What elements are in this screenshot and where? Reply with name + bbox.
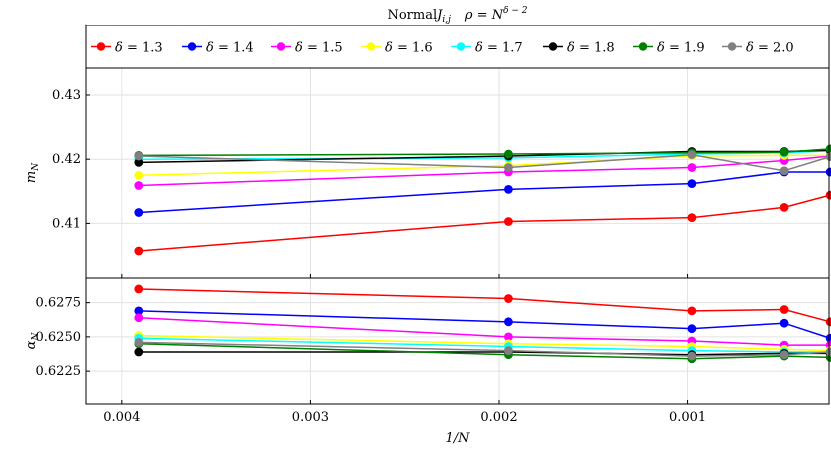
data-point (504, 217, 513, 226)
data-point (504, 332, 513, 342)
data-point (779, 147, 789, 157)
title-layer: NormalJi,j ρ = Nδ − 2 (86, 3, 829, 25)
chart-title: NormalJi,j ρ = Nδ − 2 (387, 6, 527, 25)
data-point (687, 213, 697, 223)
legend-marker (638, 42, 648, 51)
y-tick-label: 0.41 (52, 216, 81, 231)
legend-item-1-5: δ = 1.5 (271, 41, 343, 56)
data-point (134, 151, 144, 161)
data-point (134, 158, 144, 167)
y-axis-label-alpha_N: αN (24, 332, 41, 350)
data-point (134, 337, 144, 347)
legend-marker (276, 42, 286, 51)
legend-label: δ = 1.7 (475, 41, 523, 56)
x-tick-label: 0.004 (103, 410, 140, 425)
data-point (687, 163, 697, 172)
data-point (504, 184, 513, 194)
data-point (134, 284, 144, 294)
series-m_N-delta-1-4 (134, 167, 831, 217)
y-axis-label-m_N: mN (24, 162, 41, 183)
data-point (825, 317, 831, 327)
series-line (138, 171, 831, 214)
x-axis-label: 1/N (445, 431, 470, 446)
legend-marker (96, 42, 106, 51)
legend-item-1-9: δ = 1.9 (633, 41, 705, 56)
data-point (825, 167, 831, 177)
y-tick-label: 0.6250 (36, 330, 82, 345)
legend-label: δ = 1.8 (567, 41, 615, 56)
data-point (687, 324, 697, 334)
data-point (134, 246, 144, 256)
data-point (687, 351, 697, 361)
legend-item-2-0: δ = 2.0 (722, 41, 794, 56)
title-box (86, 3, 829, 25)
data-point (134, 170, 144, 180)
series-line (138, 148, 831, 157)
x-tick-label: 0.003 (292, 410, 329, 425)
legend-label: δ = 1.6 (385, 41, 433, 56)
data-point (825, 347, 831, 357)
series-line (138, 288, 831, 323)
legend-label: δ = 1.5 (295, 41, 343, 56)
data-point (504, 317, 513, 327)
legend-label: δ = 1.4 (206, 41, 254, 56)
data-point (779, 305, 789, 314)
series-m_N-delta-2-0 (134, 150, 831, 176)
data-point (134, 313, 144, 323)
data-point (687, 150, 697, 160)
data-point (825, 190, 831, 200)
data-point (687, 306, 697, 316)
legend-marker (366, 42, 376, 51)
series-alpha_N-delta-1-4 (134, 306, 831, 343)
legend-marker (727, 42, 737, 51)
data-point (687, 179, 697, 188)
data-point (779, 350, 789, 360)
legend-label: δ = 1.3 (115, 41, 163, 56)
series-m_N-delta-1-3 (134, 190, 831, 256)
data-point (134, 181, 144, 190)
data-point (134, 208, 144, 217)
y-tick-label: 0.6275 (36, 296, 82, 311)
panel-frame-alpha_N (85, 277, 830, 405)
series-alpha_N-delta-1-3 (134, 284, 831, 327)
data-point (825, 144, 831, 154)
data-point (504, 346, 513, 355)
legend: δ = 1.3 δ = 1.4 δ = 1.5 δ = 1.6 δ = 1.7 δ = 1… (85, 24, 830, 69)
legend-item-1-7: δ = 1.7 (451, 41, 523, 56)
y-tick-label: 0.42 (52, 152, 81, 167)
axis-layer: 0.41 0.42 0.43 mN 0.6225 0.6250 0.6275 αN 0.004 0… (24, 88, 706, 446)
legend-marker (456, 42, 466, 51)
data-point (134, 306, 144, 316)
series-alpha_N-delta-2-0 (134, 337, 831, 361)
legend-item-1-4: δ = 1.4 (182, 41, 254, 56)
y-tick-label: 0.6225 (36, 364, 82, 379)
legend-marker (187, 42, 197, 51)
data-point (504, 149, 513, 159)
legend-item-1-8: δ = 1.8 (543, 41, 615, 56)
series-m_N-delta-1-5 (134, 151, 831, 190)
data-point (134, 347, 144, 357)
legend-item-1-6: δ = 1.6 (361, 41, 433, 56)
y-tick-label: 0.43 (52, 88, 81, 103)
legend-label: δ = 2.0 (746, 41, 794, 56)
legend-item-1-3: δ = 1.3 (91, 41, 163, 56)
data-point (779, 318, 789, 328)
data-point (504, 294, 513, 303)
legend-marker (548, 42, 558, 51)
data-point (504, 163, 513, 172)
data-point (825, 333, 831, 343)
data-point (779, 166, 789, 176)
series-line (138, 310, 831, 339)
x-tick-label: 0.002 (480, 410, 517, 425)
x-tick-label: 0.001 (669, 410, 706, 425)
data-point (779, 202, 789, 212)
data-point (825, 152, 831, 162)
series-layer (134, 144, 831, 364)
legend-label: δ = 1.9 (657, 41, 705, 56)
